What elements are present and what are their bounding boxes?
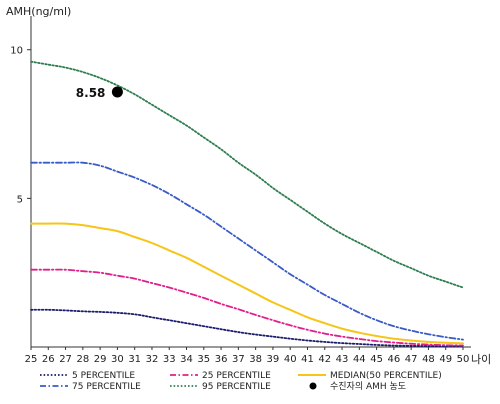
series-line-1: [30, 308, 464, 348]
x-tick-label: 35: [197, 354, 210, 365]
x-tick-label: 49: [439, 354, 452, 365]
x-tick-label: 27: [59, 354, 72, 365]
series-line-3: [30, 268, 464, 347]
x-tick-label: 28: [76, 354, 89, 365]
series-line-5: [30, 222, 464, 345]
y-tick-label: 10: [10, 46, 23, 57]
y-axis-label: AMH(ng/ml): [6, 5, 71, 18]
x-tick-label: 34: [180, 354, 193, 365]
x-tick-label: 44: [353, 354, 366, 365]
y-tick-label: 5: [17, 194, 23, 205]
x-tick-label: 41: [301, 354, 314, 365]
x-tick-label: 36: [215, 354, 228, 365]
legend-label-3: 25 PERCENTILE: [202, 371, 271, 381]
x-tick-label: 42: [318, 354, 331, 365]
x-tick-label: 26: [42, 354, 55, 365]
series-line-2: [30, 161, 464, 341]
patient-amh-value-label: 8.58: [76, 86, 106, 100]
legend-label-4: 95 PERCENTILE: [202, 382, 271, 392]
x-tick-label: 32: [146, 354, 159, 365]
legend-marker-swatch: [309, 382, 317, 390]
x-tick-label: 40: [284, 354, 297, 365]
x-tick-label: 37: [232, 354, 245, 365]
x-tick-label: 46: [388, 354, 401, 365]
patient-amh-point: [111, 86, 123, 98]
x-tick-label: 38: [249, 354, 262, 365]
x-tick-label: 50: [457, 354, 470, 365]
legend-label-1: 5 PERCENTILE: [72, 371, 135, 381]
legend-label-2: 75 PERCENTILE: [72, 382, 141, 392]
x-tick-label: 45: [370, 354, 383, 365]
x-tick-label: 29: [94, 354, 107, 365]
legend-label-5: MEDIAN(50 PERCENTILE): [330, 371, 442, 381]
x-tick-label: 43: [336, 354, 349, 365]
x-tick-label: 47: [405, 354, 418, 365]
series-line-4: [30, 60, 464, 289]
x-tick-label: 31: [128, 354, 141, 365]
legend-marker-label: 수진자의 AMH 농도: [330, 381, 406, 392]
x-tick-label: 33: [163, 354, 176, 365]
x-axis-label: 나이: [471, 353, 491, 366]
x-tick-label: 39: [267, 354, 280, 365]
x-tick-label: 48: [422, 354, 435, 365]
x-tick-label: 25: [25, 354, 38, 365]
x-tick-label: 30: [111, 354, 124, 365]
